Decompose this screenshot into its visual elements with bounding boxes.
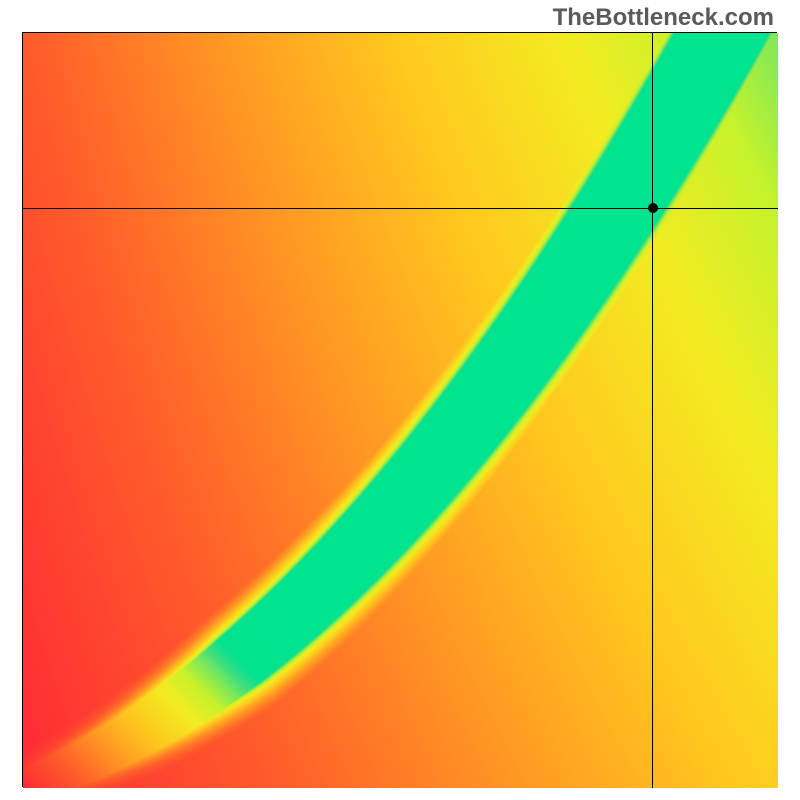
heatmap-canvas	[23, 33, 778, 788]
crosshair-horizontal	[23, 208, 778, 209]
crosshair-vertical	[652, 33, 653, 788]
heatmap-plot-area	[22, 32, 777, 787]
watermark-text: TheBottleneck.com	[553, 4, 774, 32]
chart-container: TheBottleneck.com	[0, 0, 800, 800]
intersection-marker	[648, 203, 658, 213]
